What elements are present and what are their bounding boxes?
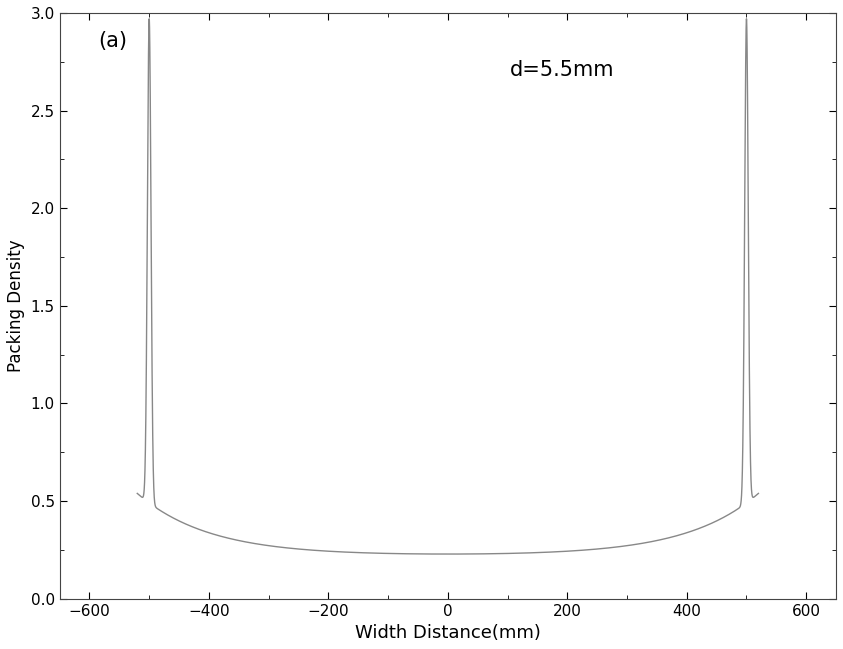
Text: (a): (a) (99, 31, 127, 51)
X-axis label: Width Distance(mm): Width Distance(mm) (355, 624, 540, 642)
Text: d=5.5mm: d=5.5mm (510, 60, 615, 80)
Y-axis label: Packing Density: Packing Density (7, 239, 25, 372)
